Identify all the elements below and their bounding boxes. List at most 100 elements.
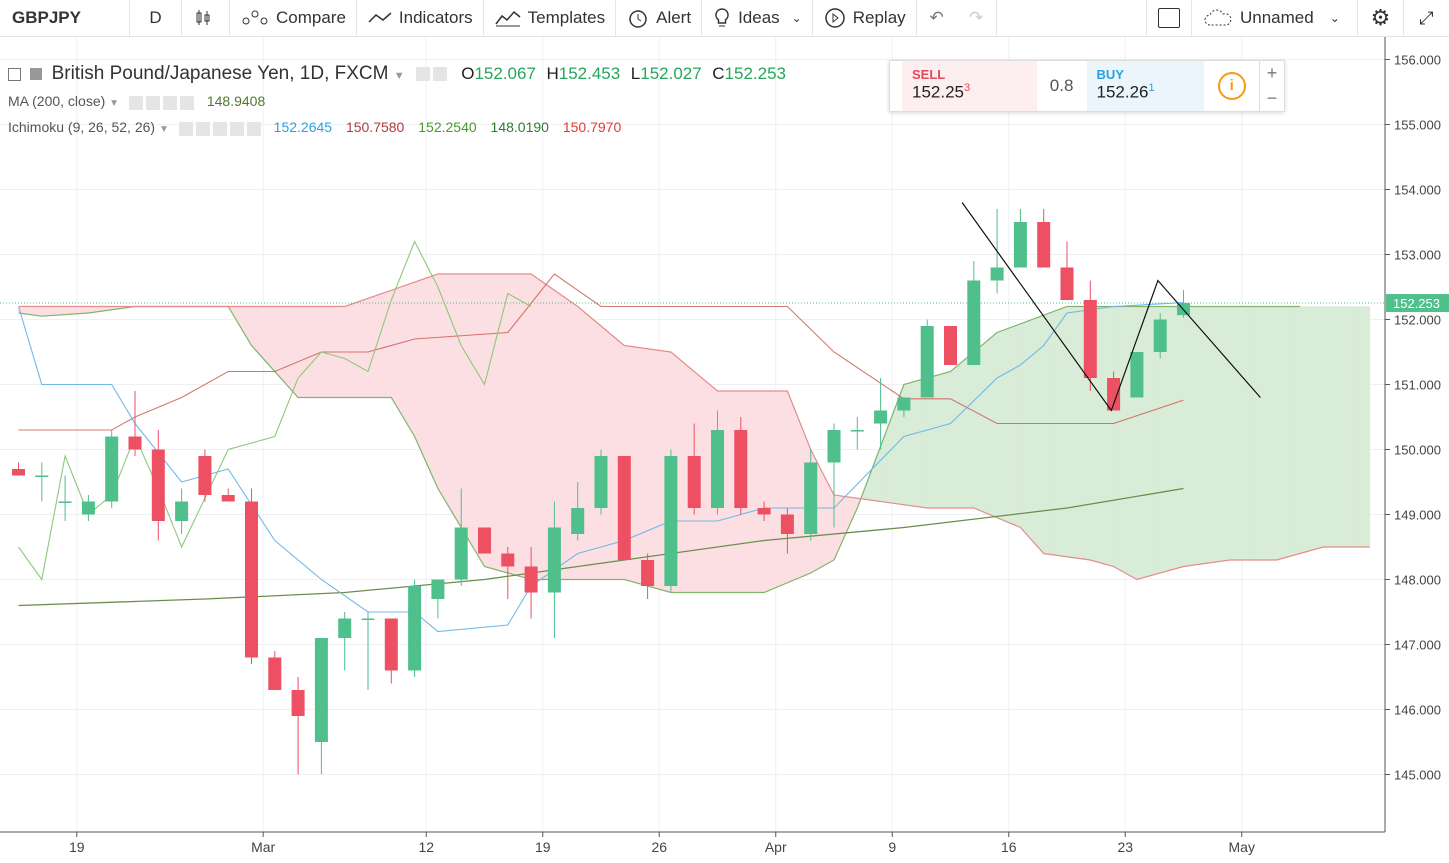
cloud-segment [1008, 325, 1015, 526]
interval-button[interactable]: D [130, 0, 182, 36]
quantity-stepper[interactable]: + − [1259, 61, 1284, 111]
candle-body[interactable] [757, 508, 771, 515]
symbol-search[interactable]: GBPJPY [0, 0, 130, 36]
plus-icon[interactable]: + [1266, 63, 1278, 83]
candle-body[interactable] [198, 456, 212, 495]
compare-button[interactable]: Compare [230, 0, 357, 36]
candle-body[interactable] [105, 436, 119, 502]
candle-body[interactable] [81, 501, 95, 515]
candle-body[interactable] [990, 267, 1004, 281]
drawn-pattern-line[interactable] [961, 202, 1261, 412]
candle-body[interactable] [571, 508, 585, 534]
ma-icons[interactable] [128, 94, 197, 111]
candle-body[interactable] [35, 475, 49, 478]
ma-label[interactable]: MA (200, close) [8, 93, 106, 109]
legend-title[interactable]: British Pound/Japanese Yen, 1D, FXCM [51, 63, 389, 85]
buy-button[interactable]: BUY 152.261 [1086, 61, 1205, 111]
cloud-segment [1049, 310, 1056, 556]
cloud-segment [1043, 312, 1050, 555]
fullscreen-layout-button[interactable] [1146, 0, 1192, 36]
trade-panel: SELL 152.253 0.8 BUY 152.261 i + − [889, 60, 1285, 112]
candle-body[interactable] [128, 436, 142, 450]
candle-body[interactable] [408, 586, 422, 671]
time-tick-label: 26 [651, 839, 667, 855]
candle-body[interactable] [827, 430, 841, 463]
time-tick-label: 19 [535, 839, 551, 855]
candle-body[interactable] [221, 495, 235, 502]
candle-body[interactable] [850, 430, 864, 432]
cloud-segment [402, 283, 410, 428]
candle-body[interactable] [291, 690, 305, 716]
ideas-button[interactable]: Ideas ⌄ [702, 0, 813, 36]
candle-body[interactable] [897, 397, 911, 411]
alert-button[interactable]: Alert [616, 0, 703, 36]
cloud-segment [600, 325, 608, 580]
ideas-label: Ideas [738, 8, 780, 27]
ma-value: 148.9408 [206, 93, 266, 109]
candle-body[interactable] [967, 280, 981, 366]
legend-collapse-icon[interactable] [8, 67, 21, 81]
legend-icons[interactable] [415, 63, 450, 85]
candle-body[interactable] [804, 462, 818, 535]
candle-body[interactable] [1060, 267, 1074, 301]
info-button[interactable]: i [1204, 61, 1259, 111]
ichimoku-icons[interactable] [178, 120, 264, 137]
chart-svg[interactable]: 156.000 155.000 154.000 153.000 152.000 151.0… [0, 37, 1449, 863]
settings-button[interactable]: ⚙ [1358, 0, 1404, 36]
candle-body[interactable] [617, 456, 631, 560]
candle-body[interactable] [687, 456, 701, 508]
templates-button[interactable]: Templates [484, 0, 617, 36]
candle-body[interactable] [1107, 378, 1121, 411]
candle-body[interactable] [641, 560, 655, 586]
candle-body[interactable] [664, 456, 678, 586]
candle-body[interactable] [1130, 352, 1144, 398]
candle-body[interactable] [338, 618, 352, 639]
replay-button[interactable]: Replay [813, 0, 917, 36]
candle-body[interactable] [268, 657, 282, 691]
candle-body[interactable] [734, 430, 748, 508]
cloud-segment [1002, 327, 1010, 523]
indicators-button[interactable]: Indicators [357, 0, 484, 36]
candle-body[interactable] [920, 326, 934, 398]
cloud-segment [350, 302, 357, 398]
candle-body[interactable] [1013, 222, 1027, 268]
candle-body[interactable] [314, 638, 328, 742]
fullscreen-button[interactable]: ⤢ [1404, 0, 1449, 36]
undo-button[interactable]: ↶ [917, 0, 957, 36]
chevron-down-icon[interactable]: ▼ [393, 70, 405, 83]
sell-button[interactable]: SELL 152.253 [902, 61, 1037, 111]
candle-body[interactable] [175, 501, 189, 522]
candle-body[interactable] [58, 501, 72, 504]
candle-body[interactable] [711, 430, 724, 508]
candle-body[interactable] [12, 469, 25, 476]
candle-body[interactable] [1153, 319, 1167, 353]
candle-body[interactable] [944, 326, 957, 365]
candle-body[interactable] [780, 514, 794, 535]
candle-body[interactable] [1037, 222, 1051, 268]
candle-body[interactable] [361, 618, 375, 621]
candle-body[interactable] [431, 579, 445, 600]
layout-name-button[interactable]: Unnamed ⌄ [1192, 0, 1358, 36]
candle-body[interactable] [478, 527, 491, 554]
redo-button[interactable]: ↷ [957, 0, 997, 36]
candle-body[interactable] [594, 456, 608, 508]
candle-body[interactable] [454, 527, 468, 580]
sell-price-row: 152.253 [912, 82, 1027, 103]
ohlc-open-label: O [461, 64, 475, 84]
minus-icon[interactable]: − [1266, 88, 1278, 108]
candle-body[interactable] [501, 553, 515, 567]
candle-body[interactable] [384, 618, 398, 671]
ohlc-close-label: C [712, 64, 725, 84]
ichimoku-label[interactable]: Ichimoku (9, 26, 52, 26) [8, 119, 156, 135]
candle-body[interactable] [547, 527, 561, 593]
cloud-segment [996, 329, 1004, 521]
legend-flag-icon [30, 68, 43, 80]
chevron-down-icon[interactable]: ▼ [109, 98, 120, 109]
candle-body[interactable] [245, 501, 258, 658]
candle-body[interactable] [874, 410, 888, 424]
candle-body[interactable] [151, 449, 165, 522]
chevron-down-icon[interactable]: ▼ [158, 124, 169, 135]
candle-body[interactable] [524, 566, 538, 593]
candle-body[interactable] [1083, 300, 1097, 378]
chart-type-button[interactable] [182, 0, 230, 36]
